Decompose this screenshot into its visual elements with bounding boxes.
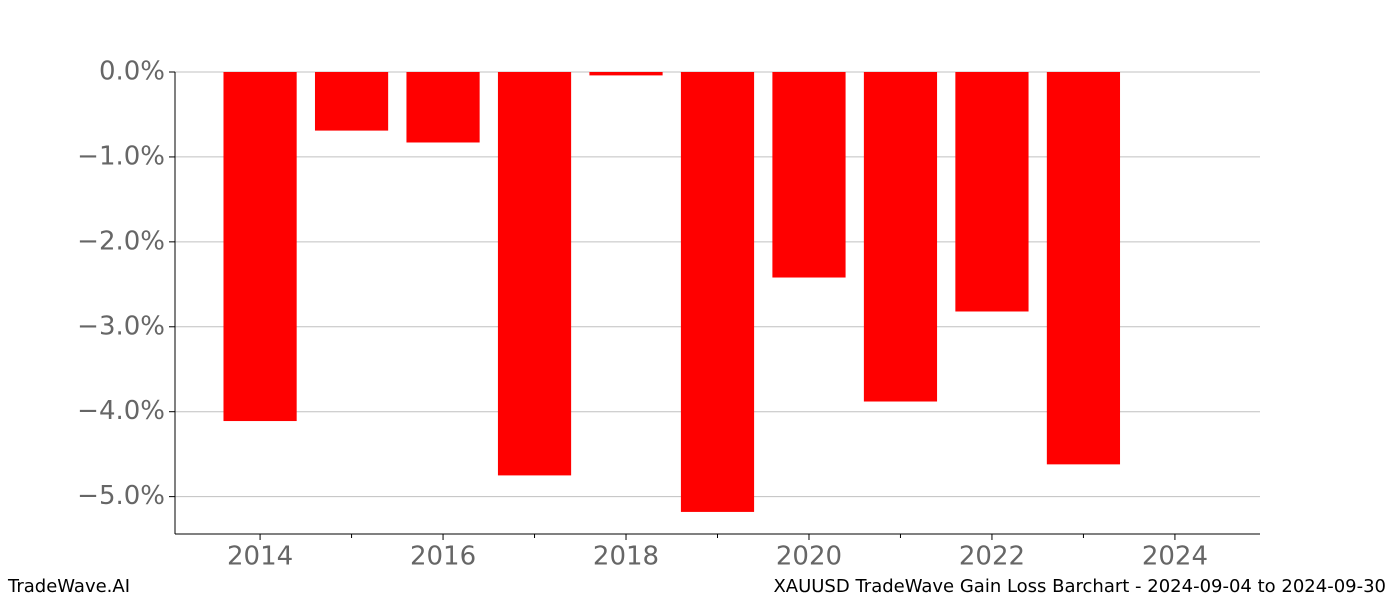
bar [680, 72, 755, 512]
bar [863, 72, 938, 402]
bar [406, 72, 480, 143]
caption: XAUUSD TradeWave Gain Loss Barchart - 20… [773, 576, 1386, 597]
bar [772, 72, 846, 278]
bar [497, 72, 572, 476]
bar [314, 72, 389, 131]
x-tick-label: 2022 [959, 542, 1025, 572]
y-tick-label: −4.0% [77, 396, 165, 426]
bar [955, 72, 1029, 312]
x-tick-label: 2024 [1142, 542, 1208, 572]
bar [589, 72, 663, 76]
y-tick-label: −2.0% [77, 226, 165, 256]
y-tick-label: −3.0% [77, 311, 165, 341]
x-tick-label: 2020 [776, 542, 842, 572]
y-tick-label: −5.0% [77, 481, 165, 511]
x-tick-label: 2018 [593, 542, 659, 572]
bar [223, 72, 297, 422]
y-tick-label: −1.0% [77, 141, 165, 171]
watermark: TradeWave.AI [7, 576, 130, 597]
y-tick-label: 0.0% [99, 57, 165, 87]
x-tick-label: 2014 [227, 542, 293, 572]
x-tick-label: 2016 [410, 542, 476, 572]
bar [1046, 72, 1121, 465]
